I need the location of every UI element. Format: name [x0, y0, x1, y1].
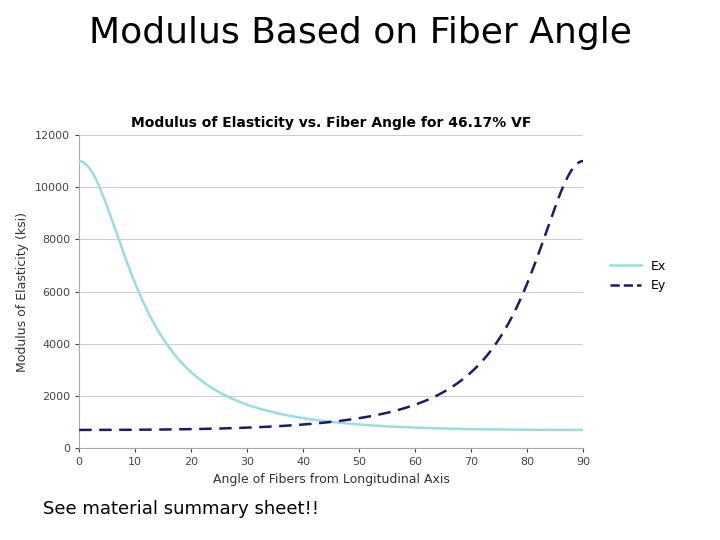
Ex: [75, 158, 84, 164]
Line: Ex: Ex: [79, 161, 583, 430]
Y-axis label: Modulus of Elasticity (ksi): Modulus of Elasticity (ksi): [17, 212, 30, 372]
Ex: [375, 423, 384, 429]
Ex: [567, 427, 575, 433]
Ey: [318, 420, 326, 426]
Ey: [314, 420, 323, 427]
Ey: [348, 416, 356, 422]
Ex: [348, 421, 356, 427]
X-axis label: Angle of Fibers from Longitudinal Axis: Angle of Fibers from Longitudinal Axis: [213, 473, 449, 486]
Ey: [488, 346, 497, 352]
Text: See material summary sheet!!: See material summary sheet!!: [43, 501, 319, 518]
Ex: [579, 427, 588, 433]
Legend: Ex, Ey: Ex, Ey: [605, 255, 671, 297]
Text: Modulus Based on Fiber Angle: Modulus Based on Fiber Angle: [89, 16, 631, 50]
Ex: [488, 426, 497, 433]
Ex: [318, 417, 326, 424]
Ey: [567, 168, 575, 174]
Ey: [375, 411, 384, 418]
Ey: [579, 158, 588, 164]
Ex: [314, 417, 323, 423]
Line: Ey: Ey: [79, 161, 583, 430]
Ey: [75, 427, 84, 433]
Title: Modulus of Elasticity vs. Fiber Angle for 46.17% VF: Modulus of Elasticity vs. Fiber Angle fo…: [131, 116, 531, 130]
